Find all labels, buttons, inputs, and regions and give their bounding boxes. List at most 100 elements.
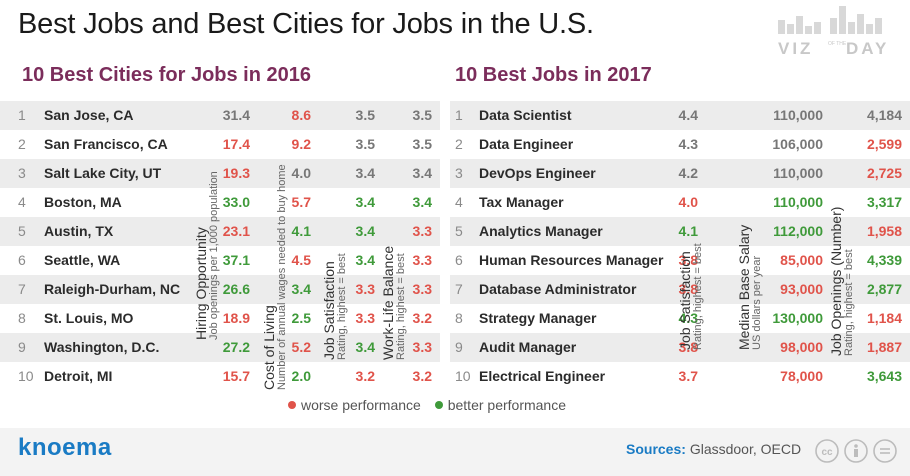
value-cell: 31.4 [222,107,250,123]
name-cell: Raleigh-Durham, NC [44,281,181,297]
svg-text:VIZ: VIZ [778,39,813,58]
value-cell: 3.4 [412,165,432,181]
legend-better-label: better performance [447,397,567,413]
table-row: 8 St. Louis, MO 18.9 2.5 3.3 3.2 [0,304,440,333]
table-row: 3 Salt Lake City, UT 19.3 4.0 3.4 3.4 [0,159,440,188]
value-cell: 1,184 [866,310,902,326]
rank-cell: 3 [18,165,26,181]
value-cell: 2,599 [866,136,902,152]
value-cell: 4,339 [866,252,902,268]
green-dot-icon [434,401,443,410]
value-cell: 4.1 [678,223,698,239]
value-cell: 2.5 [291,310,311,326]
value-cell: 2.0 [291,368,311,384]
legend-worse: worse performance [288,397,421,413]
cities-section-title: 10 Best Cities for Jobs in 2016 [22,64,312,86]
table-row: 2 Data Engineer 4.3 106,000 2,599 [450,130,910,159]
value-cell: 3,643 [866,368,902,384]
column-header-subtitle: US dollars per year [750,255,763,350]
svg-text:DAY: DAY [846,39,889,58]
table-row: 8 Strategy Manager 4.3 130,000 1,184 [450,304,910,333]
value-cell: 18.9 [222,310,250,326]
value-cell: 3.4 [355,223,375,239]
value-cell: 85,000 [780,252,823,268]
rank-cell: 4 [18,194,26,210]
rank-cell: 1 [455,107,463,123]
value-cell: 106,000 [772,136,823,152]
value-cell: 3.2 [412,368,432,384]
name-cell: Human Resources Manager [479,252,664,268]
legend-worse-label: worse performance [301,397,421,413]
legend: worse performance better performance [288,397,576,413]
name-cell: Strategy Manager [479,310,597,326]
value-cell: 3.3 [412,223,432,239]
value-cell: 3,317 [866,194,902,210]
table-row: 10 Detroit, MI 15.7 2.0 3.2 3.2 [0,362,440,391]
name-cell: Data Scientist [479,107,572,123]
value-cell: 5.7 [291,194,311,210]
table-row: 10 Electrical Engineer 3.7 78,000 3,643 [450,362,910,391]
column-header-title: Job Satisfaction [677,251,693,350]
table-row: 4 Boston, MA 33.0 5.7 3.4 3.4 [0,188,440,217]
table-row: 5 Analytics Manager 4.1 112,000 1,958 [450,217,910,246]
value-cell: 3.5 [412,107,432,123]
value-cell: 3.4 [412,194,432,210]
column-header: Job Satisfaction Rating, highest = best [677,243,704,350]
license-icons[interactable]: cc [814,438,898,464]
column-header: Median Base Salary US dollars per year [736,225,763,350]
column-header: Work-Life Balance Rating, highest = best [380,246,407,360]
knoema-logo[interactable]: knoema [18,434,112,461]
name-cell: Data Engineer [479,136,574,152]
value-cell: 3.3 [355,281,375,297]
table-row: 1 San Jose, CA 31.4 8.6 3.5 3.5 [0,101,440,130]
value-cell: 9.2 [291,136,311,152]
name-cell: San Francisco, CA [44,136,168,152]
by-icon [844,439,868,463]
legend-better: better performance [434,397,567,413]
name-cell: Austin, TX [44,223,114,239]
value-cell: 93,000 [780,281,823,297]
value-cell: 2,725 [866,165,902,181]
value-cell: 3.8 [678,339,698,355]
value-cell: 112,000 [773,223,823,239]
rank-cell: 3 [455,165,463,181]
table-row: 7 Raleigh-Durham, NC 26.6 3.4 3.3 3.3 [0,275,440,304]
column-header-title: Hiring Opportunity [193,227,209,340]
value-cell: 3.3 [355,310,375,326]
column-header: Job Satisfaction Rating, highest = best [321,253,348,360]
rank-cell: 5 [455,223,463,239]
column-header-subtitle: Job openings per 1,000 population [207,171,220,340]
value-cell: 4.2 [678,165,698,181]
svg-text:cc: cc [821,447,833,458]
name-cell: Analytics Manager [479,223,603,239]
table-row: 9 Audit Manager 3.8 98,000 1,887 [450,333,910,362]
value-cell: 78,000 [780,368,823,384]
value-cell: 23.1 [222,223,250,239]
rank-cell: 6 [455,252,463,268]
rank-cell: 7 [18,281,26,297]
sources-text: Glassdoor, OECD [689,441,802,457]
column-header-subtitle: Rating, highest = best [842,249,855,356]
rank-cell: 9 [18,339,26,355]
rank-cell: 2 [18,136,26,152]
table-row: 7 Database Administrator 3.8 93,000 2,877 [450,275,910,304]
rank-cell: 5 [18,223,26,239]
value-cell: 5.2 [291,339,311,355]
rank-cell: 1 [18,107,26,123]
value-cell: 110,000 [773,107,823,123]
value-cell: 130,000 [772,310,823,326]
value-cell: 26.6 [222,281,250,297]
name-cell: San Jose, CA [44,107,134,123]
name-cell: Tax Manager [479,194,564,210]
name-cell: Salt Lake City, UT [44,165,162,181]
name-cell: St. Louis, MO [44,310,134,326]
column-header-subtitle: Rating, highest = best [335,253,348,360]
footer-bar [0,428,910,476]
value-cell: 3.8 [678,281,698,297]
value-cell: 33.0 [222,194,250,210]
table-row: 6 Seattle, WA 37.1 4.5 3.4 3.3 [0,246,440,275]
value-cell: 19.3 [222,165,250,181]
column-header-subtitle: Number of annual wages needed to buy hom… [275,164,288,390]
value-cell: 3.5 [412,136,432,152]
value-cell: 37.1 [222,252,250,268]
